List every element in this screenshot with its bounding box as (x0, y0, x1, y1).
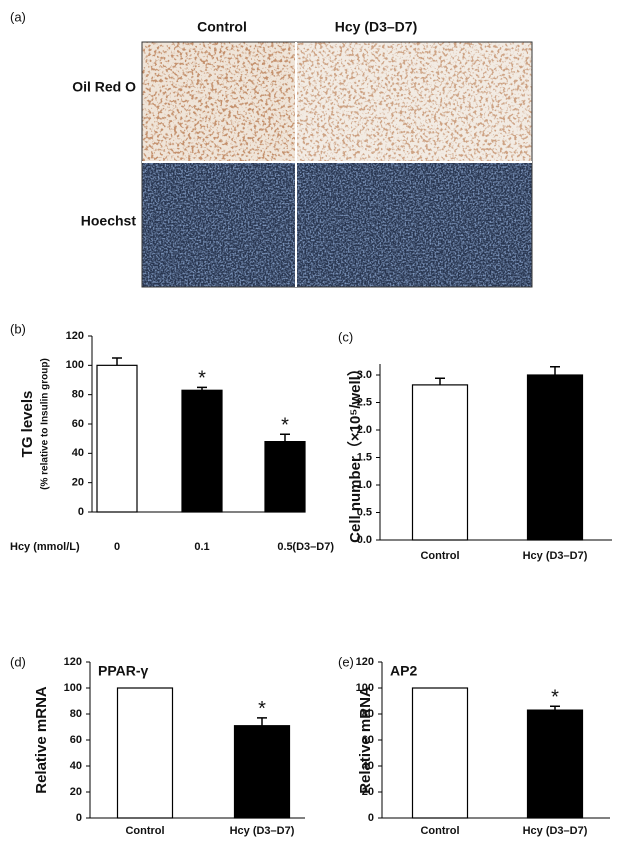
y-axis-label: Relative mRNA (357, 686, 374, 794)
error-bar (550, 366, 560, 375)
y-tick-label: 2.5 (357, 396, 372, 408)
y-tick-label: 60 (362, 734, 374, 746)
y-axis-label: TG levels (19, 391, 36, 458)
bar (116, 687, 174, 819)
significance-mark: * (198, 368, 206, 390)
bar (526, 374, 584, 541)
y-tick-label: 100 (356, 682, 374, 694)
bar (96, 364, 138, 513)
y-tick-label: 120 (356, 656, 374, 668)
y-tick-label: 40 (362, 760, 374, 772)
y-tick-label: 60 (72, 418, 84, 430)
micrographs (141, 41, 533, 288)
y-tick-label: 80 (70, 708, 82, 720)
y-tick-label: 100 (64, 682, 82, 694)
column-header: Control (197, 19, 247, 35)
bar (181, 389, 223, 513)
x-tick-label: Hcy (D3–D7) (523, 825, 588, 837)
y-tick-label: 80 (72, 389, 84, 401)
row-label: Oil Red O (72, 79, 136, 95)
bar (526, 709, 584, 819)
panel-label: (c) (338, 329, 353, 344)
error-bar (257, 717, 267, 726)
error-bar (550, 705, 560, 711)
panel-label: (b) (10, 321, 26, 336)
y-tick-label: 1.5 (357, 451, 372, 463)
y-tick-label: 100 (66, 359, 84, 371)
y-tick-label: 0 (368, 812, 374, 824)
x-tick-label: Control (125, 825, 164, 837)
y-tick-label: 120 (66, 330, 84, 342)
error-bar (435, 377, 445, 385)
chart-title: AP2 (390, 663, 417, 679)
y-tick-label: 40 (72, 447, 84, 459)
y-tick-label: 40 (70, 760, 82, 772)
x-tick-label: Hcy (D3–D7) (230, 825, 295, 837)
row-label: Hoechst (81, 213, 137, 229)
column-header: Hcy (D3–D7) (335, 19, 417, 35)
y-tick-label: 80 (362, 708, 374, 720)
y-tick-label: 20 (72, 477, 84, 489)
x-tick-label: Hcy (D3–D7) (523, 550, 588, 562)
y-tick-label: 120 (64, 656, 82, 668)
y-tick-label: 20 (70, 786, 82, 798)
y-tick-label: 20 (362, 786, 374, 798)
y-tick-label: 3.0 (357, 369, 372, 381)
significance-mark: * (258, 698, 266, 720)
error-bar (112, 357, 122, 366)
x-axis-label: Hcy (mmol/L) (10, 541, 80, 553)
chart-title: PPAR-γ (98, 663, 149, 679)
y-axis-label: Cell number（×10⁵/well） (346, 361, 364, 543)
y-tick-label: 0.0 (357, 534, 372, 546)
x-tick-label: 0 (114, 541, 120, 553)
error-bar (197, 386, 207, 391)
x-tick-label: Control (420, 825, 459, 837)
x-tick-label: 0.1 (194, 541, 209, 553)
panel-label: (e) (338, 654, 354, 669)
bar (264, 441, 306, 513)
panel-label: (d) (10, 654, 26, 669)
y-tick-label: 0 (76, 812, 82, 824)
error-bar (280, 433, 290, 442)
y-axis-note: (% relative to Insulin group) (40, 358, 51, 490)
x-tick-label: Control (420, 550, 459, 562)
panel-label: (a) (10, 9, 26, 24)
y-tick-label: 0.5 (357, 506, 372, 518)
y-tick-label: 2.0 (357, 424, 372, 436)
bar (411, 384, 469, 541)
bar (411, 687, 469, 819)
y-tick-label: 60 (70, 734, 82, 746)
x-tick-label: 0.5 (277, 541, 292, 553)
bar (233, 725, 291, 819)
x-axis-label-suffix: (D3–D7) (292, 541, 334, 553)
y-tick-label: 1.0 (357, 479, 372, 491)
significance-mark: * (281, 415, 289, 437)
y-tick-label: 0 (78, 506, 84, 518)
significance-mark: * (551, 686, 559, 708)
y-axis-label: Relative mRNA (33, 686, 50, 794)
